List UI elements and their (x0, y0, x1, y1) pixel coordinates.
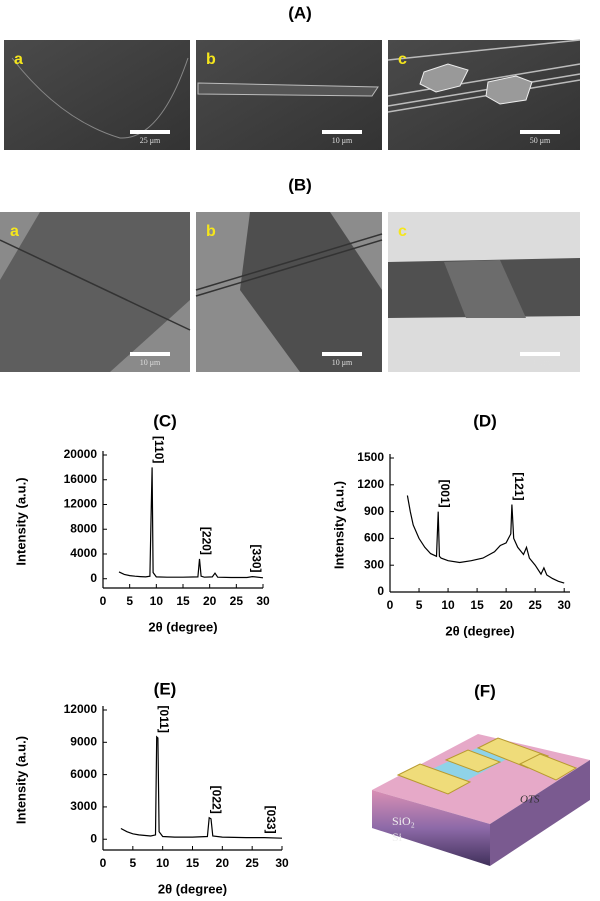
scale-label: 50 μm (530, 136, 551, 145)
x-tick-label: 15 (176, 594, 190, 608)
x-axis-label: 2θ (degree) (148, 619, 217, 634)
chart-title: (E) (154, 679, 177, 698)
x-tick-label: 0 (100, 594, 107, 608)
y-tick-label: 600 (364, 531, 384, 545)
image-tag: a (14, 51, 23, 68)
scale-label: 10 μm (140, 358, 161, 367)
y-axis-label: Intensity (a.u.) (331, 481, 346, 569)
device-illustration (372, 734, 590, 866)
layer-label: SiO₂ (392, 814, 415, 828)
y-tick-label: 1500 (357, 450, 384, 464)
x-axis-label: 2θ (degree) (158, 881, 227, 896)
peak-label: [220] (199, 527, 213, 555)
xrd-line (406, 495, 565, 584)
scale-label: 10 μm (332, 136, 353, 145)
xrd-line (118, 467, 264, 579)
x-tick-label: 25 (245, 856, 259, 870)
y-tick-label: 0 (90, 571, 97, 585)
image-tag: b (206, 51, 216, 68)
x-tick-label: 0 (100, 856, 107, 870)
x-tick-label: 30 (256, 594, 270, 608)
x-tick-label: 0 (387, 598, 394, 612)
panel-title: (A) (288, 3, 312, 22)
y-tick-label: 9000 (70, 734, 97, 748)
y-tick-label: 12000 (64, 702, 98, 716)
peak-label: [033] (264, 806, 278, 834)
x-tick-label: 20 (216, 856, 230, 870)
chart-title: (C) (153, 411, 177, 430)
y-tick-label: 900 (364, 504, 384, 518)
x-tick-label: 30 (558, 598, 572, 612)
y-tick-label: 3000 (70, 799, 97, 813)
image-tag: c (398, 223, 407, 240)
y-axis-label: Intensity (a.u.) (13, 736, 28, 824)
y-tick-label: 12000 (64, 497, 98, 511)
x-tick-label: 20 (203, 594, 217, 608)
x-axis-label: 2θ (degree) (445, 623, 514, 638)
y-tick-label: 6000 (70, 767, 97, 781)
xrd-line (120, 735, 283, 839)
scale-label: 25 μm (140, 136, 161, 145)
panel-title: (B) (288, 175, 312, 194)
peak-label: [330] (249, 545, 263, 573)
y-tick-label: 16000 (64, 472, 98, 486)
x-tick-label: 15 (470, 598, 484, 612)
x-tick-label: 10 (150, 594, 164, 608)
y-tick-label: 300 (364, 557, 384, 571)
x-tick-label: 5 (416, 598, 423, 612)
peak-label: [001] (438, 480, 452, 508)
x-tick-label: 25 (230, 594, 244, 608)
y-tick-label: 20000 (64, 447, 98, 461)
chart-title: (D) (473, 411, 497, 430)
x-tick-label: 10 (441, 598, 455, 612)
peak-label: [110] (152, 436, 166, 463)
optical-image-c (388, 212, 580, 372)
y-tick-label: 4000 (70, 546, 97, 560)
x-tick-label: 30 (275, 856, 289, 870)
image-tag: b (206, 223, 216, 240)
panel-title: (F) (474, 681, 496, 700)
optical-image-b (195, 212, 383, 372)
x-tick-label: 5 (126, 594, 133, 608)
optical-image-a (0, 212, 191, 372)
x-tick-label: 10 (156, 856, 170, 870)
x-tick-label: 25 (528, 598, 542, 612)
layer-label: Si (392, 830, 403, 844)
x-tick-label: 15 (186, 856, 200, 870)
y-tick-label: 8000 (70, 521, 97, 535)
peak-label: [121] (512, 472, 526, 500)
x-tick-label: 5 (129, 856, 136, 870)
peak-label: [011] (157, 706, 171, 733)
coating-label: OTS (520, 794, 540, 806)
scale-label: 10 μm (530, 358, 551, 367)
image-tag: c (398, 51, 407, 68)
y-tick-label: 0 (90, 831, 97, 845)
image-tag: a (10, 223, 19, 240)
y-tick-label: 0 (377, 584, 384, 598)
x-tick-label: 20 (499, 598, 513, 612)
peak-label: [022] (210, 786, 224, 814)
scale-label: 10 μm (332, 358, 353, 367)
y-tick-label: 1200 (357, 477, 384, 491)
y-axis-label: Intensity (a.u.) (13, 477, 28, 565)
